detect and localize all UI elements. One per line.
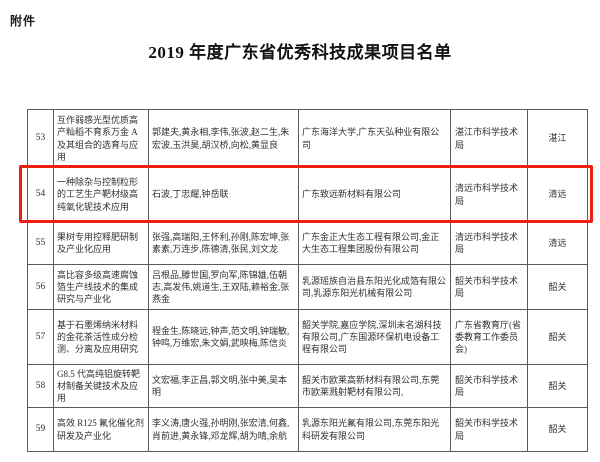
row-number-cell: 53	[27, 109, 54, 168]
region-cell: 韶关	[527, 309, 588, 365]
orgs-cell: 广东海洋大学,广东天弘种业有限公司	[298, 109, 451, 168]
table-row: 57 基于石墨烯纳米材料的金花茶活性成分检测、分离及应用研究 程金生,陈晓远,钟…	[27, 309, 588, 365]
orgs-cell: 韶关学院,嘉应学院,深圳未名湖科技有限公司,广东国源环保机电设备工程有限公司	[298, 309, 451, 365]
attachment-label: 附件	[10, 14, 37, 28]
people-cell: 程金生,陈晓远,钟声,范文明,钟瑞敏,钟鸣,万维宏,朱文娟,武映梅,陈信炎	[148, 309, 299, 365]
table-row: 58 G8.5 代高纯铝旋转靶材制备关键技术及应用 文宏福,李正昌,郭文明,张中…	[27, 364, 588, 408]
row-number-cell: 57	[27, 309, 54, 365]
department-cell: 韶关市科学技术局	[450, 407, 528, 452]
department-cell: 清远市科学技术局	[450, 221, 528, 265]
region-cell: 清远	[527, 221, 588, 265]
people-cell: 李义涛,唐火强,孙明刚,张宏清,何鑫,肖前进,黄永锋,邓龙辉,胡为晴,余航	[148, 407, 299, 452]
orgs-cell: 韶关市欧莱高新材料有限公司,东莞市欧莱溅射靶材有限公司,	[298, 364, 451, 408]
table-row: 53 互作弱感光型优质高产籼稻不育系万金 A 及其组合的选育与应用 郭建夫,黄永…	[27, 109, 588, 168]
projects-table: 53 互作弱感光型优质高产籼稻不育系万金 A 及其组合的选育与应用 郭建夫,黄永…	[19, 109, 593, 452]
table-row: 59 高效 R125 氟化催化剂研发及产业化 李义涛,唐火强,孙明刚,张宏清,何…	[27, 407, 588, 452]
table-row: 55 果树专用控释肥研制及产业化应用 张强,高瑞阳,王怀利,孙刚,陈宏坤,张素素…	[27, 221, 588, 265]
row-number-cell: 55	[27, 221, 54, 265]
project-name-cell: 互作弱感光型优质高产籼稻不育系万金 A 及其组合的选育与应用	[53, 109, 149, 168]
department-cell: 广东省教育厅(省委教育工作委员会)	[450, 309, 528, 365]
table-row: 54 一种除杂与控制粒形的工艺生产靶材级高纯氧化铌技术应用 石波,丁忠耀,钟岳联…	[27, 167, 588, 222]
row-number-cell: 54	[27, 167, 54, 222]
region-cell: 韶关	[527, 264, 588, 310]
project-name-cell: 高比容多级高速腐蚀箔生产线技术的集成研究与产业化	[53, 264, 149, 310]
region-cell: 韶关	[527, 364, 588, 408]
page-title: 2019 年度广东省优秀科技成果项目名单	[148, 43, 452, 62]
orgs-cell: 广东致远新材料有限公司	[298, 167, 451, 222]
table-row: 56 高比容多级高速腐蚀箔生产线技术的集成研究与产业化 吕根品,滕世国,罗向军,…	[27, 264, 588, 310]
department-cell: 韶关市科学技术局	[450, 364, 528, 408]
people-cell: 石波,丁忠耀,钟岳联	[148, 167, 299, 222]
people-cell: 吕根品,滕世国,罗向军,陈锦雄,伍朝志,高发伟,姚道生,王双陆,赖裕金,张燕金	[148, 264, 299, 310]
orgs-cell: 乳源东阳光氟有限公司,东莞东阳光科研发有限公司	[298, 407, 451, 452]
table-body: 53 互作弱感光型优质高产籼稻不育系万金 A 及其组合的选育与应用 郭建夫,黄永…	[27, 109, 588, 452]
people-cell: 文宏福,李正昌,郭文明,张中美,吴本明	[148, 364, 299, 408]
department-cell: 韶关市科学技术局	[450, 264, 528, 310]
orgs-cell: 广东金正大生态工程有限公司,金正大生态工程集团股份有限公司	[298, 221, 451, 265]
region-cell: 湛江	[527, 109, 588, 168]
people-cell: 张强,高瑞阳,王怀利,孙刚,陈宏坤,张素素,万连步,陈德清,张民,刘文龙	[148, 221, 299, 265]
people-cell: 郭建夫,黄永相,李伟,张波,赵二生,朱宏波,玉洪昊,胡汉桥,向松,黄显良	[148, 109, 299, 168]
region-cell: 清远	[527, 167, 588, 222]
orgs-cell: 乳源瑶族自治县东阳光化成箔有限公司,乳源东阳光机械有限公司	[298, 264, 451, 310]
department-cell: 清远市科学技术局	[450, 167, 528, 222]
project-name-cell: G8.5 代高纯铝旋转靶材制备关键技术及应用	[53, 364, 149, 408]
row-number-cell: 59	[27, 407, 54, 452]
project-name-cell: 高效 R125 氟化催化剂研发及产业化	[53, 407, 149, 452]
region-cell: 韶关	[527, 407, 588, 452]
row-number-cell: 56	[27, 264, 54, 310]
project-name-cell: 基于石墨烯纳米材料的金花茶活性成分检测、分离及应用研究	[53, 309, 149, 365]
department-cell: 湛江市科学技术局	[450, 109, 528, 168]
project-name-cell: 果树专用控释肥研制及产业化应用	[53, 221, 149, 265]
row-number-cell: 58	[27, 364, 54, 408]
project-name-cell: 一种除杂与控制粒形的工艺生产靶材级高纯氧化铌技术应用	[53, 167, 149, 222]
